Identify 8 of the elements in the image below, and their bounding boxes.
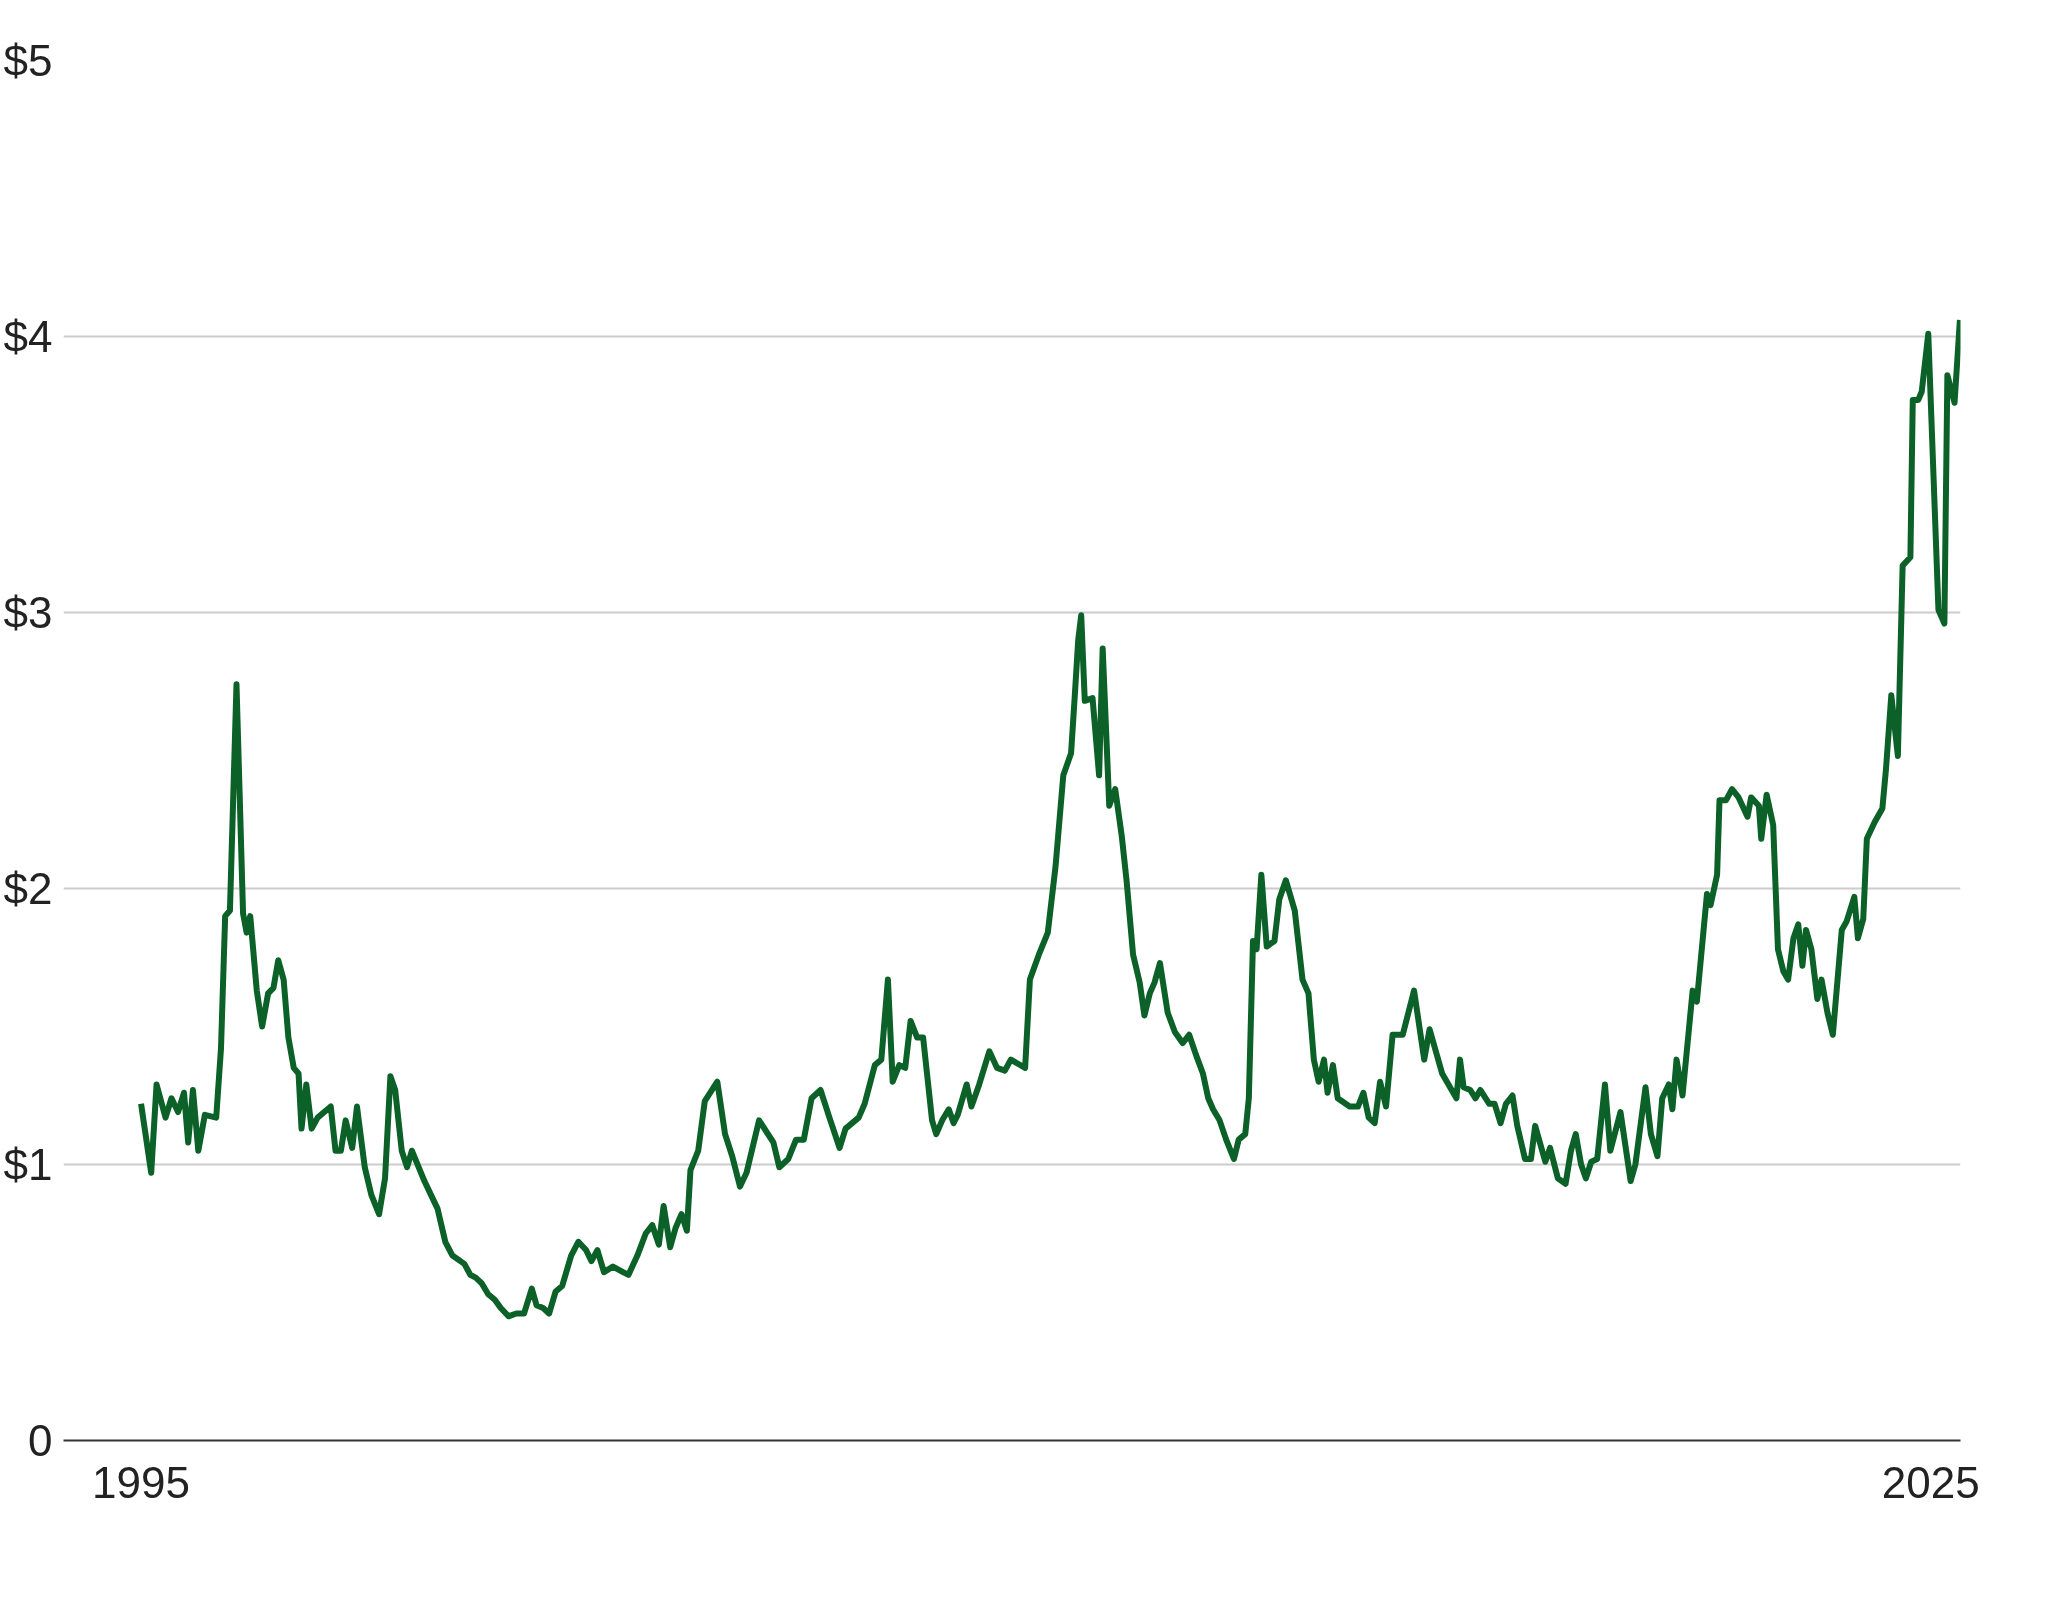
x-tick-label: 1995: [92, 1457, 190, 1507]
x-tick-label: 2025: [1881, 1457, 1980, 1507]
y-tick-label: $5: [3, 36, 53, 85]
y-tick-label: $3: [3, 588, 53, 637]
y-tick-label: $2: [3, 864, 53, 913]
y-tick-label: $1: [3, 1140, 53, 1189]
y-tick-label: 0: [28, 1416, 53, 1465]
y-tick-label: $4: [3, 312, 53, 361]
